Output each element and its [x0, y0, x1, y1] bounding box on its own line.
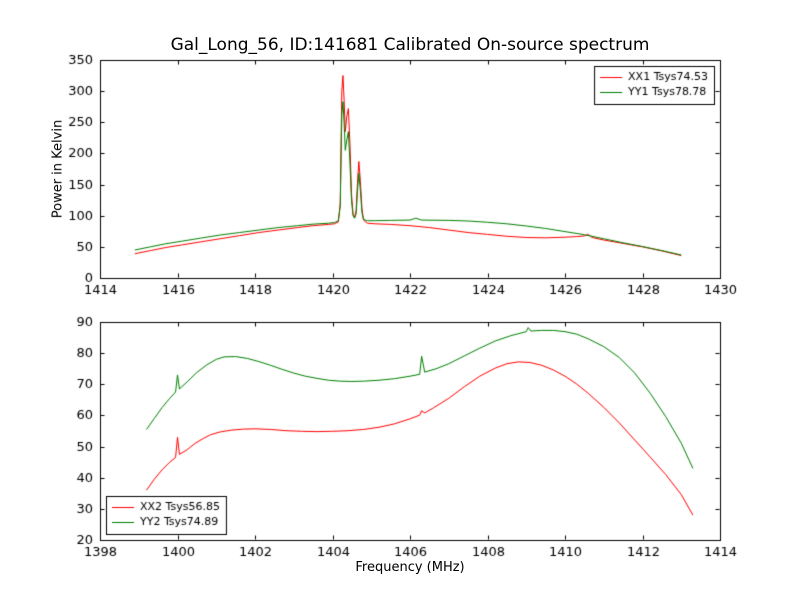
spectrum-plot-canvas [0, 0, 800, 600]
spectrum-figure: Gal_Long_56, ID:141681 Calibrated On-sou… [0, 0, 800, 600]
